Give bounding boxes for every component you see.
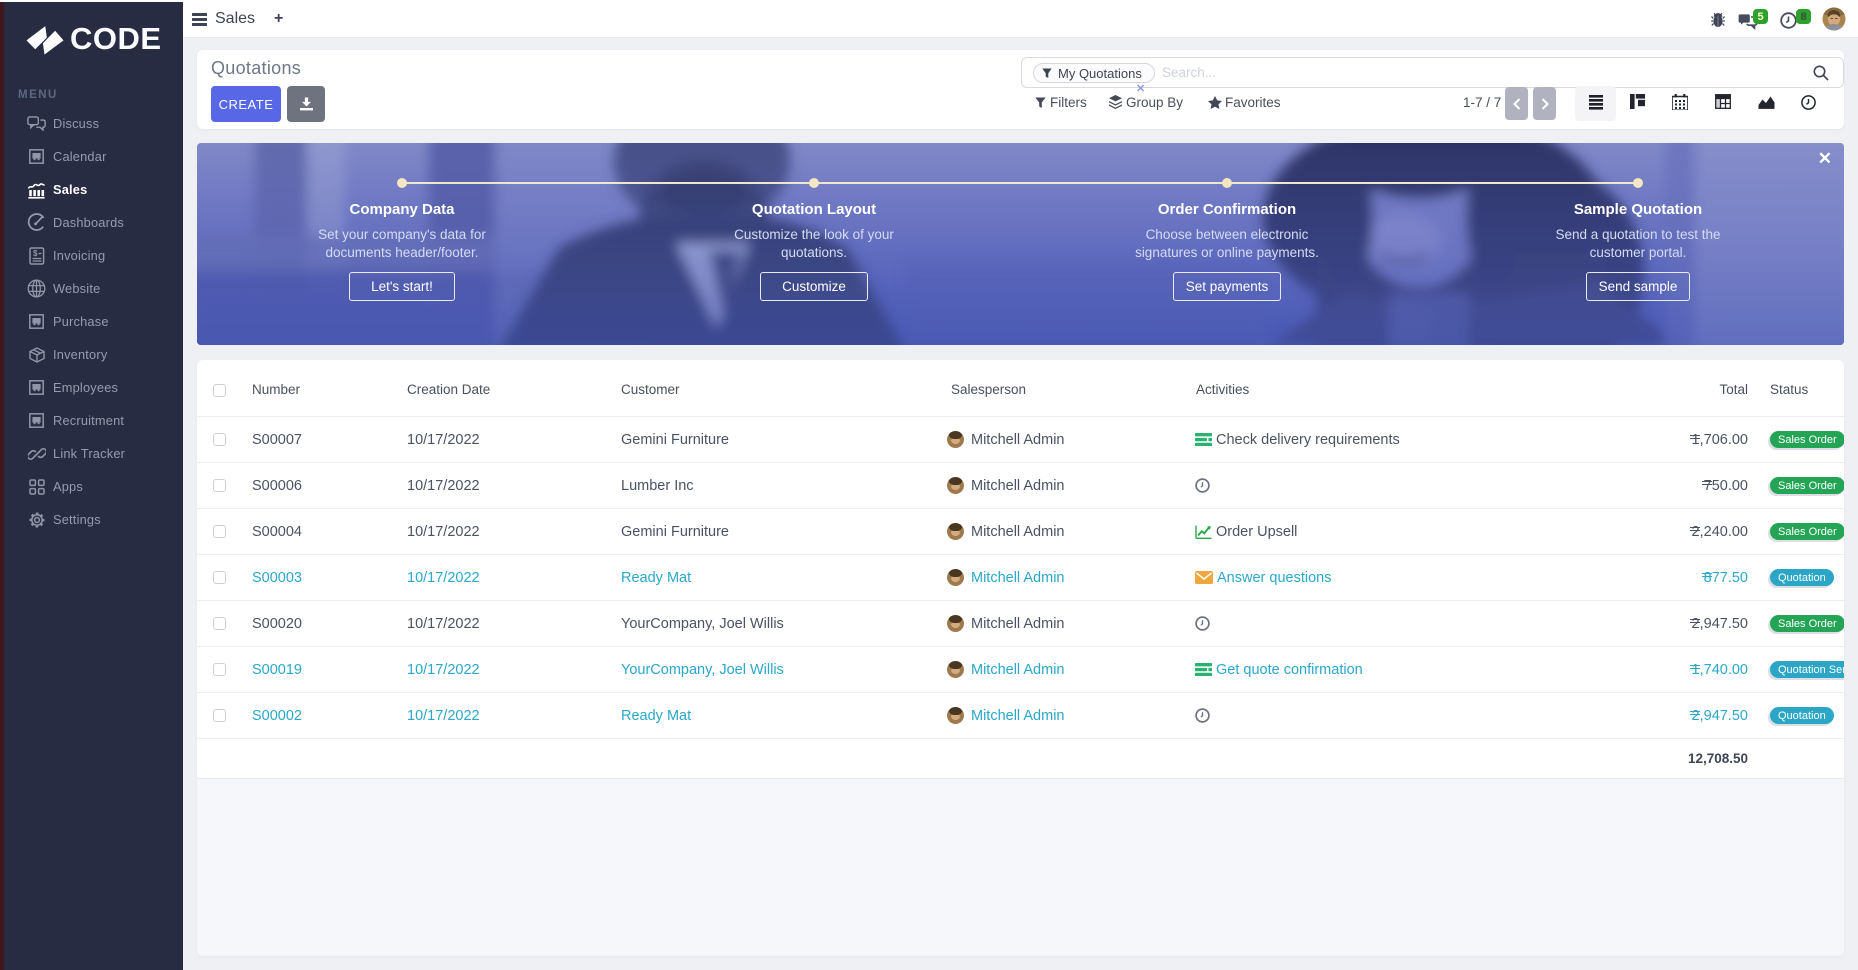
svg-text:$: $ <box>33 249 38 258</box>
